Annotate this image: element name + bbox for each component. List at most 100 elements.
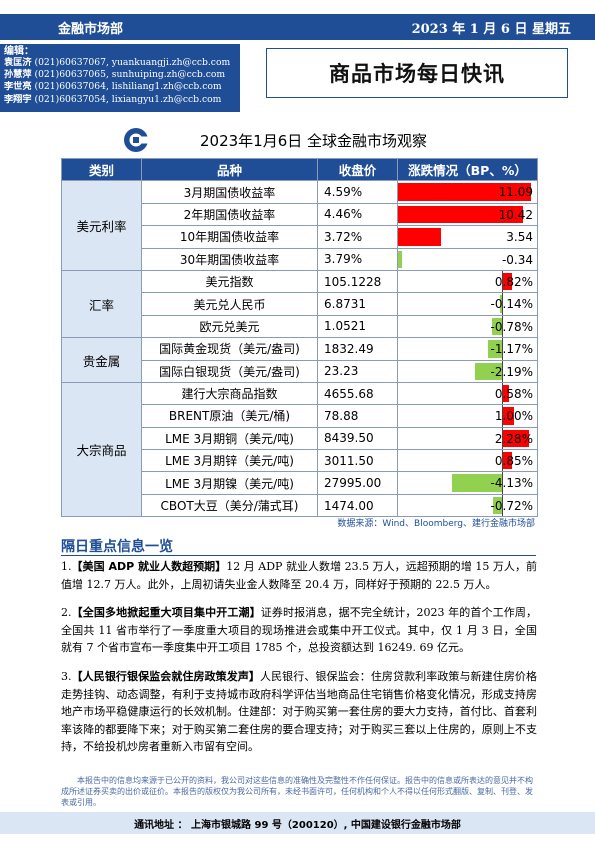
editor-phone: (021)60637065, bbox=[34, 69, 109, 81]
disclaimer: 本报告中的信息均来源于已公开的资料，我公司对这些信息的准确性及完整性不作任何保证… bbox=[61, 776, 533, 807]
table-row: 大宗商品 建行大宗商品指数 4655.68 0.58% bbox=[61, 381, 538, 518]
editor-email[interactable]: sunhuiping.zh@ccb.com bbox=[111, 69, 226, 81]
news-body: 人民银行、银保监会：住房贷款利率政策与新建住房价格走势挂钩、动态调整，有利于支持… bbox=[61, 670, 537, 753]
editor-phone: (021)60637054, bbox=[34, 93, 109, 105]
item-name-cell: 国际黄金现货（美元/盎司) bbox=[141, 337, 318, 361]
table-row: 2年期国债收益率 4.46% 10.42 bbox=[62, 202, 538, 227]
table-row: LME 3月期镍（美元/吨) 27995.00 -4.13% bbox=[62, 471, 538, 495]
positive-change-bar bbox=[398, 228, 441, 246]
change-cell: -2.19% bbox=[397, 359, 538, 383]
editor-email[interactable]: lixiangyu1.zh@ccb.com bbox=[111, 93, 222, 105]
close-price-cell: 3.72% bbox=[317, 225, 398, 249]
footer-address: 通讯地址 ： 上海市银城路 99 号（200120）, 中国建设银行金融市场部 bbox=[0, 812, 595, 834]
zero-axis bbox=[501, 405, 503, 427]
negative-change-bar bbox=[487, 340, 502, 358]
change-cell: 2.28% bbox=[397, 426, 538, 451]
section-divider bbox=[61, 555, 536, 556]
zero-axis bbox=[501, 271, 503, 292]
close-price-cell: 6.8731 bbox=[317, 292, 398, 316]
editors-panel: 编辑： 袁匡济 (021)60637067, yuankuangji.zh@cc… bbox=[0, 44, 240, 112]
close-price-cell: 1.0521 bbox=[317, 314, 398, 339]
positive-change-bar bbox=[501, 452, 512, 470]
close-price-cell: 3.79% bbox=[317, 247, 398, 271]
header-close: 收盘价 bbox=[317, 157, 398, 182]
editor-name: 李翔宇 bbox=[4, 93, 32, 105]
item-name-cell: 美元兑人民币 bbox=[141, 292, 318, 316]
item-name-cell: LME 3月期锌（美元/吨) bbox=[141, 449, 318, 473]
top-banner: 金融市场部 2023 年 1 月 6 日 星期五 bbox=[0, 14, 595, 40]
table-row: 贵金属 国际黄金现货（美元/盎司) 1832.49 -1.17% bbox=[61, 337, 538, 383]
change-cell: -0.72% bbox=[397, 493, 538, 518]
news-number: 3. bbox=[61, 670, 72, 683]
news-number: 1. bbox=[61, 560, 72, 573]
change-cell: -1.17% bbox=[397, 337, 538, 361]
news-item: 1.【美国 ADP 就业人数超预期】12 月 ADP 就业人数增 23.5 万人… bbox=[61, 558, 537, 593]
change-value: 0.85% bbox=[494, 454, 533, 469]
item-name-cell: 欧元兑美元 bbox=[141, 314, 318, 339]
positive-change-bar bbox=[398, 183, 532, 201]
change-cell: -0.14% bbox=[397, 292, 538, 316]
negative-change-bar bbox=[492, 317, 502, 336]
change-cell: -0.34 bbox=[397, 247, 538, 271]
editor-email[interactable]: yuankuangji.zh@ccb.com bbox=[111, 57, 231, 68]
category-cell: 大宗商品 bbox=[61, 381, 142, 518]
close-price-cell: 4655.68 bbox=[317, 381, 398, 406]
change-value: -0.34 bbox=[501, 252, 533, 267]
editor-row: 孙慧萍 (021)60637065, sunhuiping.zh@ccb.com bbox=[4, 69, 240, 81]
zero-axis bbox=[501, 293, 503, 315]
table-row: LME 3月期锌（美元/吨) 3011.50 0.85% bbox=[62, 449, 538, 473]
category-cell: 美元利率 bbox=[61, 180, 142, 271]
close-price-cell: 23.23 bbox=[317, 359, 398, 383]
negative-change-bar bbox=[492, 496, 502, 515]
news-headline: 【人民银行银保监会就住房政策发声】 bbox=[71, 670, 261, 683]
zero-axis bbox=[501, 338, 503, 359]
change-value: 1.00% bbox=[494, 409, 533, 424]
item-name-cell: LME 3月期镍（美元/吨) bbox=[141, 471, 318, 495]
change-cell: 0.58% bbox=[397, 381, 538, 406]
change-value: 0.58% bbox=[494, 386, 533, 401]
positive-change-bar bbox=[501, 407, 514, 425]
close-price-cell: 3011.50 bbox=[317, 449, 398, 473]
news-body: 证券时报消息，据不完全统计，2023 年的首个工作周，全国共 11 省市举行了一… bbox=[61, 606, 537, 654]
change-cell: 10.42 bbox=[397, 202, 538, 227]
department-name: 金融市场部 bbox=[58, 22, 124, 37]
table-row: 美元兑人民币 6.8731 -0.14% bbox=[62, 292, 538, 316]
change-cell: -0.78% bbox=[397, 314, 538, 339]
item-name-cell: 国际白银现货（美元/盎司) bbox=[141, 359, 318, 383]
editor-email[interactable]: lishiliang1.zh@ccb.com bbox=[111, 81, 222, 93]
editors-label: 编辑： bbox=[4, 46, 34, 57]
table-row: BRENT原油（美元/桶) 78.88 1.00% bbox=[62, 404, 538, 428]
editor-name: 李世亮 bbox=[4, 81, 32, 93]
close-price-cell: 27995.00 bbox=[317, 471, 398, 495]
close-price-cell: 4.46% bbox=[317, 202, 398, 227]
data-source: 数据来源：Wind、Bloomberg、建行金融市场部 bbox=[337, 519, 535, 529]
close-price-cell: 1474.00 bbox=[317, 493, 398, 518]
report-title: 商品市场每日快讯 bbox=[266, 48, 568, 98]
zero-axis bbox=[501, 383, 503, 404]
change-cell: -4.13% bbox=[397, 471, 538, 495]
change-value: -0.78% bbox=[490, 319, 533, 334]
positive-change-bar bbox=[501, 384, 509, 403]
close-price-cell: 78.88 bbox=[317, 404, 398, 428]
zero-axis bbox=[501, 472, 503, 494]
negative-change-bar bbox=[499, 295, 502, 313]
item-name-cell: 美元指数 bbox=[141, 269, 318, 294]
table-row: 国际白银现货（美元/盎司) 23.23 -2.19% bbox=[62, 359, 538, 383]
zero-axis bbox=[501, 361, 503, 382]
item-name-cell: 30年期国债收益率 bbox=[141, 247, 318, 271]
table-row: CBOT大豆（美分/蒲式耳) 1474.00 -0.72% bbox=[62, 493, 538, 518]
change-cell: 11.09 bbox=[397, 180, 538, 204]
negative-change-bar bbox=[452, 474, 502, 492]
change-value: -1.17% bbox=[490, 342, 533, 357]
item-name-cell: 3月期国债收益率 bbox=[141, 180, 318, 204]
item-name-cell: BRENT原油（美元/桶) bbox=[141, 404, 318, 428]
news-item: 3.【人民银行银保监会就住房政策发声】人民银行、银保监会：住房贷款利率政策与新建… bbox=[61, 668, 537, 756]
change-cell: 3.54 bbox=[397, 225, 538, 249]
header-category: 类别 bbox=[61, 157, 142, 182]
table-header-row: 类别 品种 收盘价 涨跌情况（BP、%） bbox=[61, 157, 538, 182]
negative-change-bar bbox=[398, 250, 403, 268]
positive-change-bar bbox=[501, 272, 512, 291]
news-section-title: 隔日重点信息一览 bbox=[61, 539, 173, 555]
item-name-cell: 10年期国债收益率 bbox=[141, 225, 318, 249]
change-value: 10.42 bbox=[498, 207, 533, 222]
